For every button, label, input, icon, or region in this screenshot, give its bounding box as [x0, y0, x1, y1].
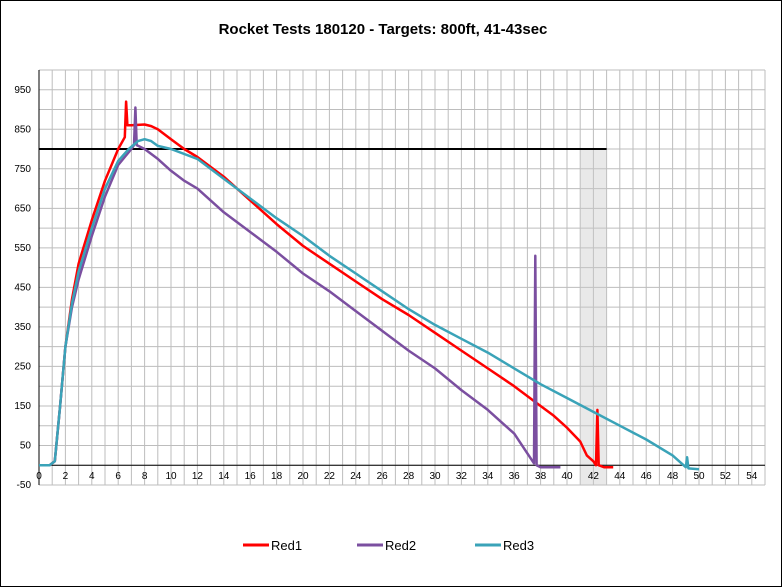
y-tick-label: 650 — [14, 203, 31, 214]
y-tick-label: 350 — [14, 322, 31, 333]
x-tick-label: 28 — [403, 471, 415, 482]
chart-title: Rocket Tests 180120 - Targets: 800ft, 41… — [219, 21, 548, 38]
x-tick-label: 44 — [614, 471, 626, 482]
x-tick-label: 32 — [456, 471, 468, 482]
x-tick-label: 10 — [165, 471, 177, 482]
y-tick-label: 450 — [14, 282, 31, 293]
x-tick-label: 36 — [509, 471, 521, 482]
series-line-red1 — [39, 100, 614, 469]
x-tick-label: 24 — [350, 471, 362, 482]
x-tick-label: 50 — [693, 471, 705, 482]
x-tick-label: 52 — [720, 471, 732, 482]
x-tick-label: 14 — [218, 471, 230, 482]
x-tick-label: 2 — [63, 471, 69, 482]
x-tick-label: 0 — [36, 471, 42, 482]
x-tick-label: 26 — [377, 471, 389, 482]
legend-label: Red1 — [271, 538, 302, 553]
y-tick-label: 50 — [20, 440, 32, 451]
x-tick-label: 22 — [324, 471, 336, 482]
x-tick-label: 16 — [245, 471, 257, 482]
x-tick-label: 42 — [588, 471, 600, 482]
series-line-red2 — [39, 106, 561, 469]
y-axis-tick-labels: -50 50 150 250 350 450 550 650 750 850 950 — [14, 85, 31, 491]
series-lines — [39, 100, 700, 471]
x-tick-label: 48 — [667, 471, 679, 482]
y-tick-label: 150 — [14, 401, 31, 412]
x-tick-label: 40 — [561, 471, 573, 482]
plot-area — [39, 70, 765, 485]
x-tick-label: 18 — [271, 471, 283, 482]
x-tick-label: 12 — [192, 471, 204, 482]
x-tick-label: 54 — [746, 471, 758, 482]
x-tick-label: 46 — [641, 471, 653, 482]
x-tick-label: 30 — [429, 471, 441, 482]
x-tick-label: 20 — [297, 471, 309, 482]
x-tick-label: 34 — [482, 471, 494, 482]
series-line-red3 — [39, 137, 700, 471]
axes — [38, 70, 765, 485]
x-tick-label: 6 — [115, 471, 121, 482]
y-tick-label: 850 — [14, 124, 31, 135]
x-tick-label: 4 — [89, 471, 95, 482]
y-tick-label: 250 — [14, 361, 31, 372]
x-axis-tick-labels: 0 2 4 6 8 10 12 14 16 18 20 22 24 26 28 30 32 34 36 38 40 42 4… — [36, 471, 758, 482]
y-tick-label: 950 — [14, 85, 31, 96]
x-tick-label: 38 — [535, 471, 547, 482]
legend-label: Red3 — [503, 538, 534, 553]
legend-label: Red2 — [385, 538, 416, 553]
y-tick-label: 550 — [14, 243, 31, 254]
legend: Red1 Red2 Red3 — [243, 538, 534, 553]
y-tick-label: 750 — [14, 164, 31, 175]
target-time-window — [580, 149, 607, 486]
x-tick-label: 8 — [142, 471, 148, 482]
y-tick-label: -50 — [17, 480, 32, 491]
